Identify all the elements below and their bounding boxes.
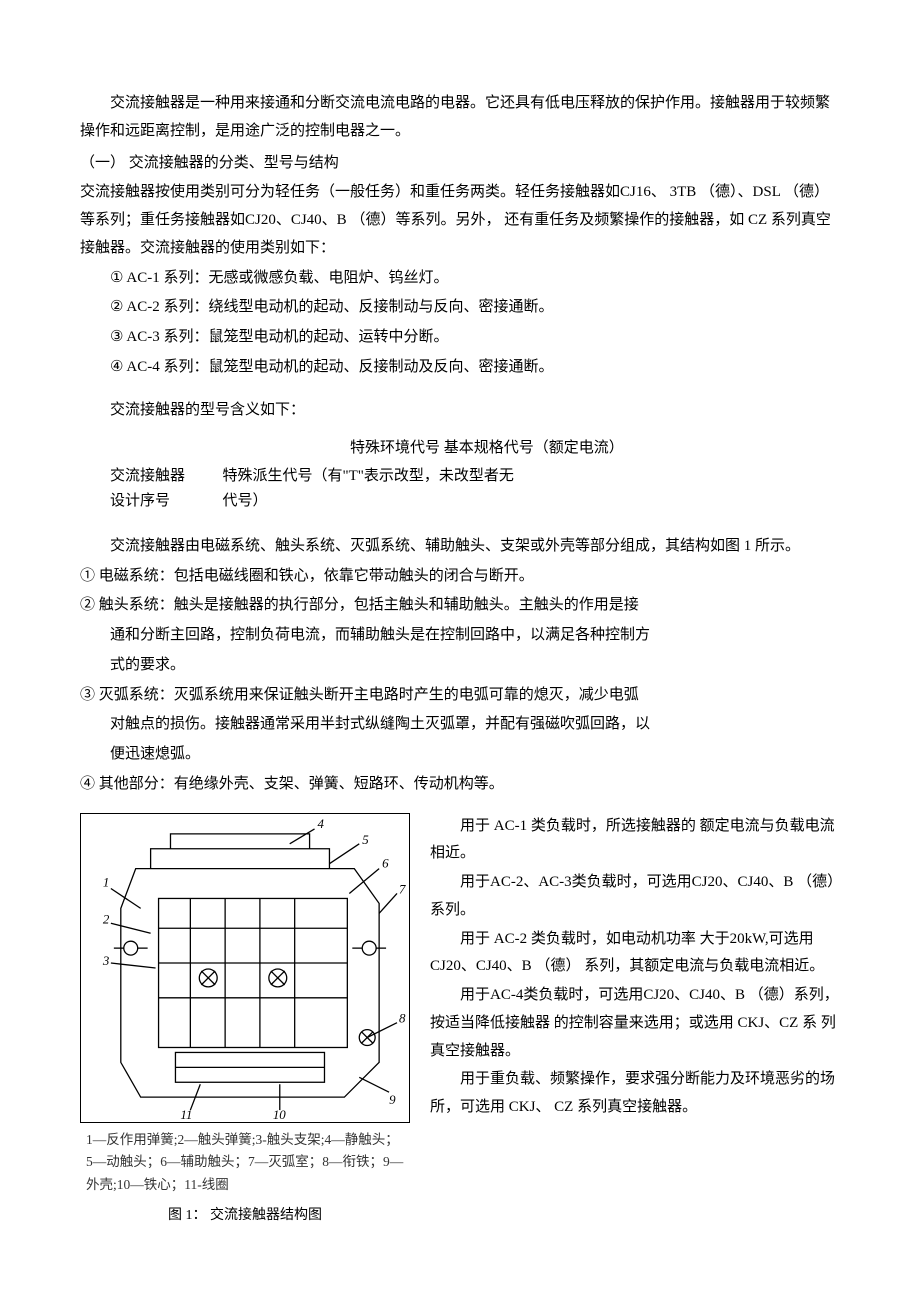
model-row: 特殊环境代号 基本规格代号（额定电流）: [110, 436, 840, 462]
list-item: ④ 其他部分：有绝缘外壳、支架、弹簧、短路环、传动机构等。: [80, 771, 840, 799]
callout-label: 5: [362, 831, 369, 846]
figure-title: 图 1： 交流接触器结构图: [80, 1201, 410, 1235]
callout-label: 7: [399, 881, 406, 896]
list-item-continuation: 便迅速熄弧。: [80, 741, 840, 769]
section-1-heading: （一） 交流接触器的分类、型号与结构: [80, 150, 840, 178]
list-item: ③ 灭弧系统：灭弧系统用来保证触头断开主电路时产生的电弧可靠的熄灭，减少电弧: [80, 682, 840, 710]
model-cell: 设计序号: [110, 489, 208, 515]
model-cell: 特殊派生代号（有"T"表示改型，未改型者无: [208, 464, 841, 490]
body-text: 用于AC-2、AC-3类负载时，可选用CJ20、CJ40、B （德）系列。: [430, 869, 840, 925]
callout-label: 11: [180, 1107, 192, 1122]
usage-category-list: ① AC-1 系列：无感或微感负载、电阻炉、钨丝灯。 ② AC-2 系列：绕线型…: [80, 265, 840, 382]
body-text: 用于 AC-1 类负载时，所选接触器的 额定电流与负载电流相近。: [430, 813, 840, 869]
structure-intro: 交流接触器由电磁系统、触头系统、灭弧系统、辅助触头、支架或外壳等部分组成，其结构…: [80, 533, 840, 561]
section-1-paragraph: 交流接触器按使用类别可分为轻任务（一般任务）和重任务两类。轻任务接触器如CJ16…: [80, 179, 840, 262]
callout-label: 10: [273, 1107, 286, 1122]
body-text: 用于AC-4类负载时，可选用CJ20、CJ40、B （德）系列，按适当降低接触器…: [430, 982, 840, 1065]
figure-box: 1 2 3 4 5 6 7 8 9 10 11 1—反作用弹簧;2—触头弹簧;3…: [80, 813, 410, 1236]
list-item: ① AC-1 系列：无感或微感负载、电阻炉、钨丝灯。: [80, 265, 840, 293]
list-item-continuation: 式的要求。: [80, 652, 840, 680]
callout-label: 8: [399, 1010, 406, 1025]
figure-and-text-row: 1 2 3 4 5 6 7 8 9 10 11 1—反作用弹簧;2—触头弹簧;3…: [80, 813, 840, 1236]
list-item: ④ AC-4 系列：鼠笼型电动机的起动、反接制动及反向、密接通断。: [80, 354, 840, 382]
model-intro: 交流接触器的型号含义如下：: [80, 397, 840, 425]
callout-label: 6: [382, 855, 389, 870]
model-row: 设计序号 代号）: [110, 489, 840, 515]
model-cell: 代号）: [208, 489, 268, 515]
model-cell: 交流接触器: [110, 464, 208, 490]
list-item: ① 电磁系统：包括电磁线圈和铁心，依靠它带动触头的闭合与断开。: [80, 563, 840, 591]
right-text-column: 用于 AC-1 类负载时，所选接触器的 额定电流与负载电流相近。 用于AC-2、…: [430, 813, 840, 1236]
callout-label: 9: [389, 1092, 396, 1107]
callout-label: 2: [103, 911, 110, 926]
contactor-structure-diagram: 1 2 3 4 5 6 7 8 9 10 11: [80, 813, 410, 1123]
figure-column: 1 2 3 4 5 6 7 8 9 10 11 1—反作用弹簧;2—触头弹簧;3…: [80, 813, 410, 1236]
list-item: ② 触头系统：触头是接触器的执行部分，包括主触头和辅助触头。主触头的作用是接: [80, 592, 840, 620]
callout-label: 1: [103, 874, 109, 889]
list-item: ③ AC-3 系列：鼠笼型电动机的起动、运转中分断。: [80, 324, 840, 352]
body-text: 用于 AC-2 类负载时，如电动机功率 大于20kW,可选用CJ20、CJ40、…: [430, 926, 840, 982]
intro-paragraph: 交流接触器是一种用来接通和分断交流电流电路的电器。它还具有低电压释放的保护作用。…: [80, 90, 840, 146]
model-row: 交流接触器 特殊派生代号（有"T"表示改型，未改型者无: [110, 464, 840, 490]
body-text: 用于重负载、频繁操作，要求强分断能力及环境恶劣的场所，可选用 CKJ、 CZ 系…: [430, 1066, 840, 1122]
callout-label: 4: [318, 815, 325, 830]
structure-list: ① 电磁系统：包括电磁线圈和铁心，依靠它带动触头的闭合与断开。 ② 触头系统：触…: [80, 563, 840, 799]
list-item: ② AC-2 系列：绕线型电动机的起动、反接制动与反向、密接通断。: [80, 294, 840, 322]
list-item-continuation: 通和分断主回路，控制负荷电流，而辅助触头是在控制回路中，以满足各种控制方: [80, 622, 840, 650]
model-meaning-block: 特殊环境代号 基本规格代号（额定电流） 交流接触器 特殊派生代号（有"T"表示改…: [80, 436, 840, 515]
list-item-continuation: 对触点的损伤。接触器通常采用半封式纵缝陶土灭弧罩，并配有强磁吹弧回路，以: [80, 711, 840, 739]
figure-caption: 1—反作用弹簧;2—触头弹簧;3-触头支架;4—静触头；5—动触头；6—辅助触头…: [80, 1123, 410, 1202]
callout-label: 3: [102, 953, 109, 968]
